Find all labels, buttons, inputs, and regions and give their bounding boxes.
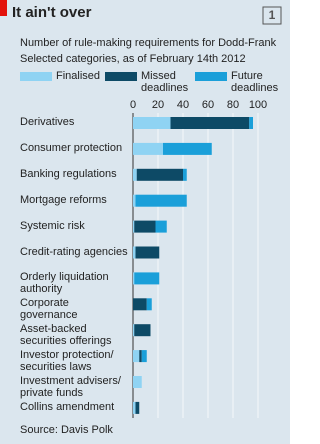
x-tick-label: 60 — [202, 99, 214, 111]
x-tick-label: 80 — [227, 99, 239, 111]
bar — [249, 117, 253, 129]
bar — [170, 117, 250, 129]
x-tick-label: 40 — [177, 99, 189, 111]
y-tick-label: Corporate governance — [20, 297, 78, 322]
y-tick-label: Banking regulations — [20, 167, 117, 180]
bar — [133, 401, 136, 414]
source: Source: Davis Polk — [20, 424, 113, 436]
bar — [134, 220, 156, 233]
y-tick-label: Systemic risk — [20, 219, 85, 232]
y-tick-label: Collins amendment — [20, 400, 115, 413]
y-tick-label: Credit-rating agencies — [20, 245, 128, 258]
legend-label: Finalised — [56, 70, 101, 82]
y-tick-label: Orderly liquidation authority — [20, 271, 109, 296]
legend-swatch — [105, 72, 137, 81]
bar — [134, 324, 151, 337]
bar — [133, 350, 140, 363]
bar — [133, 194, 136, 207]
subtitle: Selected categories, as of February 14th… — [20, 53, 246, 65]
chart: 0 20 40 60 80 100 It ain't over 1 Number of r… — [0, 0, 290, 444]
badge-box — [262, 6, 282, 25]
bar — [163, 142, 212, 155]
chart-title: It ain't over — [12, 4, 92, 21]
legend-label: Future deadlines — [231, 70, 279, 94]
bar — [133, 168, 137, 181]
bar — [183, 168, 187, 181]
y-tick-label: Derivatives — [20, 116, 75, 128]
y-tick-label: Asset-backed securities offerings — [20, 323, 112, 348]
bar — [135, 401, 140, 414]
legend-swatch — [20, 72, 52, 81]
bar — [133, 376, 142, 388]
bar — [133, 220, 135, 233]
legend-label: Missed deadlines — [141, 70, 189, 94]
y-tick-label: Investor protection/ securities laws — [20, 349, 114, 374]
bar — [133, 272, 135, 285]
bar — [133, 246, 136, 259]
bar — [133, 117, 171, 129]
y-tick-label: Consumer protection — [20, 141, 123, 154]
subtitle: Number of rule-making requirements for D… — [20, 37, 277, 49]
x-tick-label: 0 — [130, 99, 136, 111]
bar — [133, 324, 135, 337]
bar — [133, 142, 163, 155]
accent — [0, 0, 7, 16]
bar — [135, 246, 160, 259]
legend-swatch — [195, 72, 227, 81]
y-tick-label: Mortgage reforms — [20, 193, 107, 206]
x-tick-label: 100 — [249, 99, 267, 111]
bar — [146, 298, 152, 311]
bar — [133, 298, 147, 311]
bar — [136, 168, 183, 181]
y-tick-label: Investment advisers/ private funds — [20, 375, 121, 399]
bar — [155, 220, 167, 233]
bar — [141, 350, 147, 363]
x-tick-label: 20 — [152, 99, 164, 111]
bar — [134, 272, 160, 285]
bar — [135, 194, 187, 207]
chart-number: 1 — [268, 8, 276, 22]
bar — [139, 350, 142, 363]
chart-svg: 0 20 40 60 80 100 — [0, 0, 282, 418]
